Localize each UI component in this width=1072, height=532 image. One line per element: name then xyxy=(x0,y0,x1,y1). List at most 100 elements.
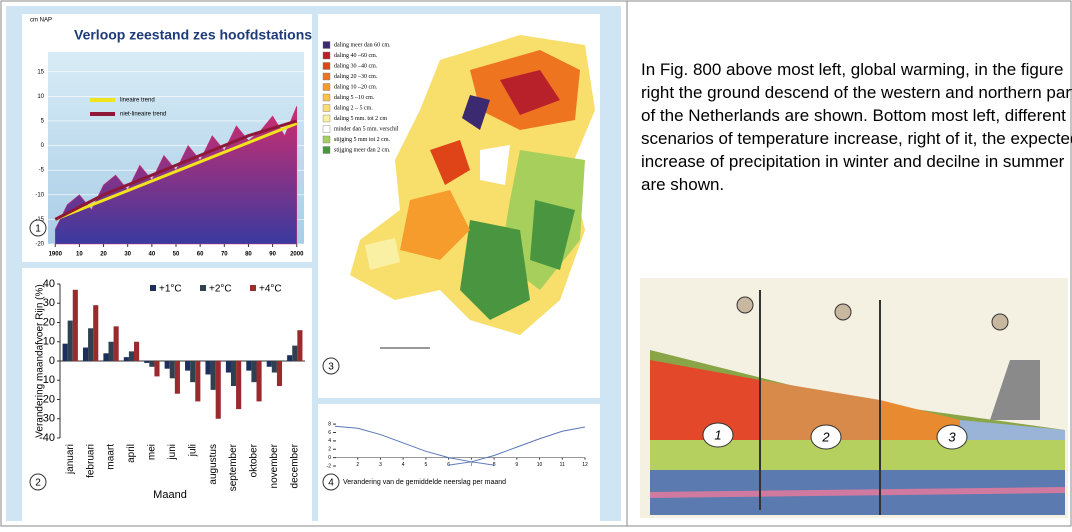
bar xyxy=(185,361,191,371)
y-tick-label: -20 xyxy=(39,393,55,405)
x-tick-label: januari xyxy=(65,444,76,475)
bar xyxy=(149,361,155,367)
x-tick-label: 10 xyxy=(76,252,83,258)
panel-4 xyxy=(318,404,600,521)
bar xyxy=(266,361,272,367)
x-tick-label: 70 xyxy=(221,252,228,258)
legend-swatch xyxy=(322,72,331,81)
panel-number-circle xyxy=(29,219,47,237)
description: In Fig. 800 above most left, global warm… xyxy=(641,60,1072,194)
legend-swatch xyxy=(322,135,331,144)
x-tick-label: februari xyxy=(85,444,96,478)
y-unit: cm NAP xyxy=(30,18,52,24)
x-tick-label: 12 xyxy=(582,462,588,468)
x-tick-label: maart xyxy=(106,444,117,470)
map xyxy=(350,35,595,349)
legend-swatch xyxy=(322,104,331,112)
y-tick-label: -5 xyxy=(39,168,45,174)
illustration-label: 1 xyxy=(714,427,721,442)
bar xyxy=(225,361,231,373)
bar xyxy=(174,361,180,394)
x-tick-label: 20 xyxy=(100,252,107,258)
bar xyxy=(108,341,114,361)
bar xyxy=(195,361,201,402)
legend-swatch xyxy=(322,146,331,154)
x-tick-label: 60 xyxy=(197,252,204,258)
bar xyxy=(251,361,257,383)
bar xyxy=(297,330,303,361)
panel-2 xyxy=(22,268,312,521)
y-tick-label: 4 xyxy=(328,438,331,444)
bar xyxy=(67,320,73,361)
x-tick-label: 2 xyxy=(356,462,359,468)
x-tick-label: december xyxy=(289,443,300,488)
panel-number-circle xyxy=(322,357,340,375)
y-tick-label: 15 xyxy=(37,69,44,75)
bar xyxy=(215,361,221,419)
y-tick-label: 8 xyxy=(328,421,331,427)
x-tick-label: 3 xyxy=(379,462,382,468)
y-tick-label: 2 xyxy=(328,447,331,453)
legend-swatch xyxy=(200,285,206,291)
trend-line xyxy=(54,119,298,221)
panel-title: Verloop zeestand zes hoofdstations xyxy=(74,27,312,43)
legend-label: +2°C xyxy=(209,284,232,295)
legend-label: daling 5 –10 cm. xyxy=(334,95,375,101)
panel-number: 1 xyxy=(35,224,41,235)
bar xyxy=(72,289,78,361)
bar xyxy=(113,326,119,361)
bar xyxy=(287,355,293,361)
x-tick-label: 30 xyxy=(124,252,131,258)
x-tick-label: 50 xyxy=(173,252,180,258)
bar xyxy=(103,353,109,361)
y-tick-label: 10 xyxy=(37,94,44,100)
legend-label: lineaire trend xyxy=(120,98,155,104)
x-tick-label: 40 xyxy=(149,252,156,258)
bar xyxy=(154,361,160,377)
legend-label: stijging 5 mm tot 2 cm. xyxy=(334,137,391,143)
legend-label: daling 20 –30 cm. xyxy=(334,74,378,80)
x-tick-label: 80 xyxy=(245,252,252,258)
y-tick-label: -2 xyxy=(327,463,332,469)
x-tick-label: 10 xyxy=(537,462,543,468)
legend-label: daling 30 –40 cm. xyxy=(334,63,378,69)
legend-label: +4°C xyxy=(259,284,282,295)
legend-label: niet-lineaire trend xyxy=(120,112,166,118)
bar xyxy=(205,361,211,375)
panel-number: 2 xyxy=(35,478,41,489)
y-tick-label: 0 xyxy=(328,455,331,461)
legend-swatch xyxy=(322,125,331,133)
x-tick-label: mei xyxy=(147,444,158,460)
bar xyxy=(164,361,170,369)
legend-swatch xyxy=(150,285,156,291)
x-tick-label: juni xyxy=(167,444,178,461)
y-tick-label: 6 xyxy=(328,430,331,436)
bar xyxy=(128,351,135,361)
x-tick-label: november xyxy=(269,443,280,488)
x-tick-label: 11 xyxy=(560,462,565,468)
precip-line xyxy=(448,426,586,466)
y-tick-label: 20 xyxy=(43,316,55,328)
legend-swatch xyxy=(322,51,331,60)
y-tick-label: 30 xyxy=(43,297,55,309)
legend-label: daling 5 mm. tot 2 cm xyxy=(334,116,387,122)
legend-label: daling 2 – 5 cm. xyxy=(334,105,373,111)
legend-label: minder dan 5 mm. verschil xyxy=(334,126,399,132)
y-tick-label: 40 xyxy=(43,278,55,290)
x-axis-label: Maand xyxy=(153,489,187,501)
x-tick-label: 2000 xyxy=(290,252,304,258)
y-axis-label: Verandering maandafvoer Rijn (%) xyxy=(35,284,46,437)
x-tick-label: 5 xyxy=(425,462,428,468)
bar xyxy=(190,361,196,383)
bar xyxy=(236,361,242,410)
legend-swatch xyxy=(322,114,331,123)
legend-label: daling 40 –60 cm. xyxy=(334,53,378,59)
bar xyxy=(210,361,216,390)
illustration-label: 2 xyxy=(821,429,830,444)
x-tick-label: oktober xyxy=(249,443,260,477)
x-tick-label: 1900 xyxy=(49,252,63,258)
legend-label: daling 10 –20 cm. xyxy=(334,84,378,90)
bar xyxy=(123,357,129,361)
